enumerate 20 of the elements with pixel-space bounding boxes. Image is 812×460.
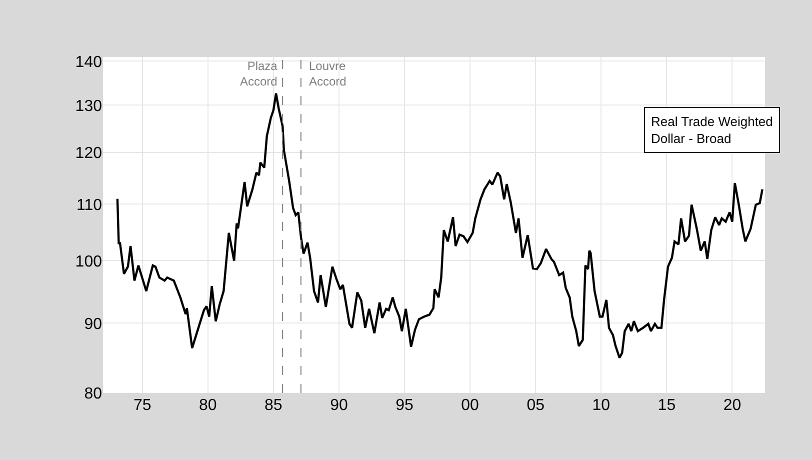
annotation: Real Trade Weighted Dollar - Broad [651,114,773,146]
y-tick-label: 90 [84,316,102,333]
x-tick-label: 10 [592,397,610,414]
y-tick-label: 120 [75,145,102,162]
x-tick-label: 80 [198,397,217,414]
x-tick-label: 00 [461,397,480,414]
x-tick-label: 85 [264,397,282,414]
ref-line-label: Louvre Accord [309,59,346,89]
ref-line-label: Plaza Accord [240,59,278,89]
y-tick-label: 130 [75,98,102,115]
x-tick-label: 15 [658,397,676,414]
x-tick-label: 95 [396,397,414,414]
x-tick-label: 90 [330,397,348,414]
x-tick-label: 75 [133,397,152,414]
y-tick-label: 110 [76,196,102,214]
x-tick-label: 05 [526,397,545,414]
y-tick-label: 100 [75,253,102,270]
y-tick-label: 140 [75,54,102,71]
y-tick-label: 80 [84,386,102,403]
x-tick-label: 20 [723,397,742,414]
